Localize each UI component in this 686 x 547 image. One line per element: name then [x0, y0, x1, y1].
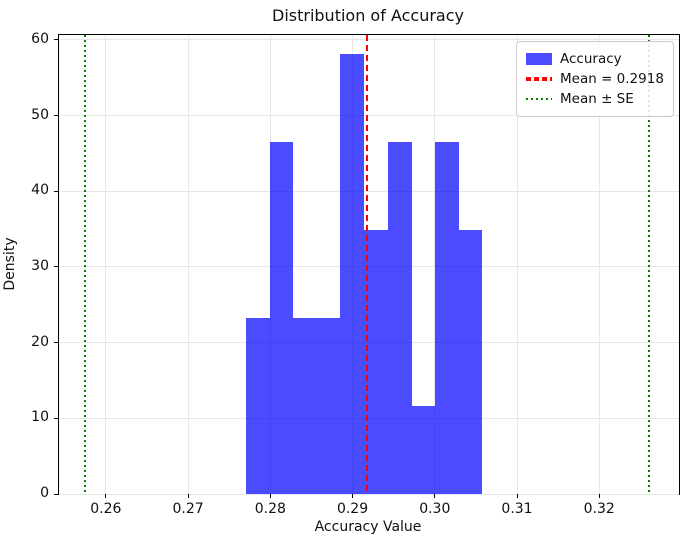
y-tick-label: 50 [31, 106, 49, 123]
x-tick-label: 0.29 [336, 501, 369, 517]
histogram-bar [364, 229, 388, 494]
y-tick-mark [54, 342, 59, 344]
x-tick-label: 0.28 [254, 501, 286, 517]
x-tick-mark [187, 494, 189, 498]
plot-area: 0.26 0.27 0.28 0.29 0.30 0.31 0.32 0 10 20 30 40 50 6… [31, 31, 680, 517]
histogram-bar [411, 406, 435, 494]
legend-item-accuracy: Accuracy [526, 49, 664, 69]
legend-item-mean: Mean = 0.2918 [526, 69, 664, 89]
mean-minus-se-line [84, 35, 87, 494]
y-tick-mark [54, 493, 59, 495]
legend-label-mean: Mean = 0.2918 [560, 71, 664, 87]
y-tick-mark [54, 115, 59, 117]
x-tick-label: 0.31 [501, 501, 533, 517]
histogram-bar [340, 54, 365, 494]
histogram-bar [434, 142, 459, 494]
legend-label-mean-se: Mean ± SE [560, 91, 634, 107]
y-gridline [59, 39, 679, 41]
histogram-bar [269, 142, 294, 494]
x-tick-mark [269, 494, 271, 498]
x-tick-label: 0.26 [90, 501, 122, 517]
y-tick-label: 20 [31, 333, 49, 350]
legend: Accuracy Mean = 0.2918 Mean ± SE [516, 41, 674, 117]
y-tick-label: 40 [31, 182, 49, 199]
histogram-bar [387, 142, 412, 494]
x-tick-mark [352, 494, 354, 498]
x-tick-mark [105, 494, 107, 498]
y-tick-mark [54, 190, 59, 192]
x-tick-label: 0.27 [172, 501, 204, 517]
histogram-bar [245, 318, 270, 494]
y-gridline [59, 493, 679, 495]
x-gridline [105, 35, 107, 494]
histogram-bar [293, 318, 318, 494]
histogram-bar [317, 318, 341, 494]
y-tick-mark [54, 39, 59, 41]
legend-swatch-mean-dashed-line [526, 77, 552, 81]
mean-plus-se-line [648, 35, 651, 494]
x-tick-mark [434, 494, 436, 498]
x-gridline [598, 35, 600, 494]
x-tick-mark [516, 494, 518, 498]
y-tick-mark [54, 417, 59, 419]
legend-label-accuracy: Accuracy [560, 51, 622, 67]
y-tick-label: 60 [31, 30, 49, 47]
y-tick-mark [54, 266, 59, 268]
x-axis-label: Accuracy Value [314, 519, 422, 535]
histogram-bar [458, 229, 483, 494]
legend-swatch-se-dotted-line [526, 98, 552, 100]
x-gridline [187, 35, 189, 494]
y-tick-label: 10 [31, 409, 49, 426]
chart-title: Distribution of Accuracy [272, 6, 464, 25]
legend-item-mean-se: Mean ± SE [526, 89, 664, 109]
x-tick-mark [598, 494, 600, 498]
x-tick-label: 0.32 [583, 501, 615, 517]
x-gridline [516, 35, 518, 494]
y-gridline [59, 115, 679, 117]
legend-swatch-accuracy-patch [526, 53, 552, 65]
y-tick-label: 0 [40, 485, 49, 501]
y-tick-label: 30 [31, 257, 49, 274]
x-tick-label: 0.30 [419, 501, 451, 517]
mean-line [366, 35, 369, 494]
y-gridline [59, 190, 679, 192]
